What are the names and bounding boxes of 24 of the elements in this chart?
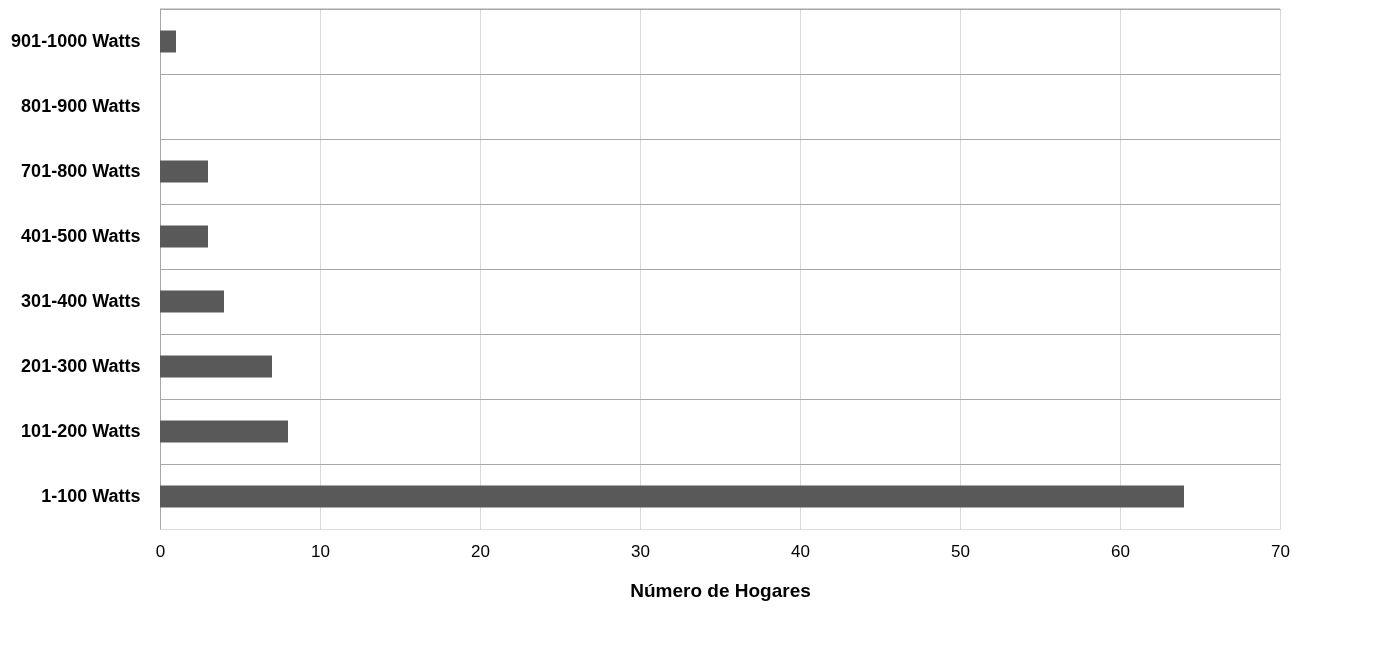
x-tick-label: 60	[1111, 541, 1130, 561]
y-tick-label: 1-100 Watts	[41, 485, 141, 506]
bar	[160, 30, 176, 53]
bar	[160, 160, 208, 183]
x-axis-title: Número de Hogares	[630, 579, 811, 601]
bar	[160, 355, 272, 378]
bar	[160, 290, 224, 313]
y-tick-label: 301-400 Watts	[21, 290, 141, 311]
x-tick-label: 10	[311, 541, 330, 561]
x-tick-label: 20	[471, 541, 490, 561]
y-tick-label: 201-300 Watts	[21, 355, 141, 376]
y-tick-label: 101-200 Watts	[21, 420, 141, 441]
x-tick-label: 0	[155, 541, 166, 561]
x-tick-label: 50	[951, 541, 970, 561]
bar	[160, 420, 288, 443]
bar	[160, 485, 1184, 508]
y-tick-label: 801-900 Watts	[21, 95, 141, 116]
bar	[160, 225, 208, 248]
x-tick-label: 30	[631, 541, 650, 561]
y-tick-label: 401-500 Watts	[21, 225, 141, 246]
x-tick-label: 70	[1271, 541, 1290, 561]
y-tick-label: 901-1000 Watts	[11, 30, 141, 51]
x-tick-label: 40	[791, 541, 810, 561]
y-tick-label: 701-800 Watts	[21, 160, 141, 181]
